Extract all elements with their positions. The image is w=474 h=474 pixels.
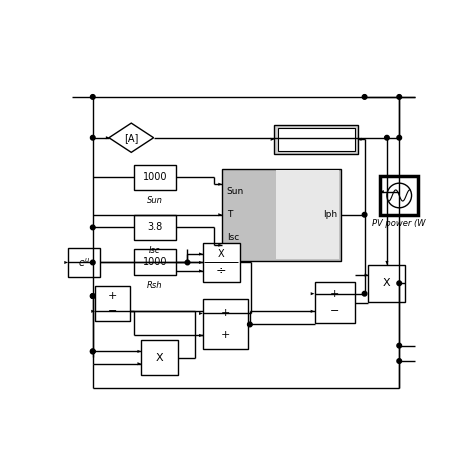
Polygon shape	[106, 136, 109, 139]
Bar	[222, 169, 341, 261]
Bar	[278, 128, 355, 151]
Circle shape	[397, 359, 401, 364]
Polygon shape	[310, 292, 315, 295]
Bar	[203, 300, 247, 349]
Polygon shape	[64, 261, 68, 264]
Text: X: X	[218, 249, 225, 259]
Text: T: T	[227, 210, 232, 219]
Circle shape	[247, 322, 252, 327]
Bar	[95, 286, 130, 321]
Text: 1000: 1000	[143, 173, 167, 182]
Bar	[315, 283, 355, 322]
Text: PV power (W: PV power (W	[373, 219, 426, 228]
Circle shape	[397, 136, 401, 140]
Polygon shape	[109, 123, 154, 152]
Bar	[380, 176, 419, 215]
Bar	[134, 249, 176, 275]
Text: −: −	[108, 306, 117, 316]
Text: Rsh: Rsh	[147, 281, 163, 290]
Polygon shape	[219, 213, 222, 216]
Text: ÷: ÷	[216, 264, 227, 277]
Text: Sun: Sun	[227, 187, 244, 196]
Polygon shape	[199, 312, 203, 315]
Text: Iph: Iph	[324, 210, 337, 219]
Text: 1000: 1000	[143, 257, 167, 267]
Circle shape	[91, 294, 95, 298]
Polygon shape	[271, 138, 274, 141]
Polygon shape	[199, 261, 203, 264]
Bar	[134, 164, 176, 190]
Polygon shape	[137, 350, 141, 353]
Circle shape	[91, 349, 95, 354]
Bar	[276, 170, 339, 259]
Polygon shape	[91, 294, 95, 298]
Polygon shape	[358, 138, 362, 141]
Polygon shape	[199, 269, 203, 273]
Circle shape	[387, 183, 411, 208]
Circle shape	[362, 212, 367, 217]
Polygon shape	[219, 244, 222, 247]
Bar	[274, 125, 358, 154]
Text: +: +	[220, 309, 230, 319]
Text: Isc: Isc	[227, 233, 239, 242]
Text: Isc: Isc	[149, 246, 161, 255]
Text: X: X	[383, 278, 391, 288]
Bar	[368, 265, 405, 302]
Circle shape	[91, 225, 95, 230]
Polygon shape	[385, 261, 389, 265]
Polygon shape	[137, 362, 141, 365]
Circle shape	[91, 260, 95, 265]
Circle shape	[397, 281, 401, 285]
Circle shape	[91, 349, 95, 354]
Bar	[203, 243, 240, 282]
Polygon shape	[365, 273, 368, 277]
Bar	[141, 340, 178, 375]
Bar	[134, 215, 176, 240]
Polygon shape	[380, 190, 384, 193]
Bar	[68, 248, 100, 277]
Text: $e^u$: $e^u$	[78, 256, 91, 269]
Polygon shape	[199, 253, 203, 255]
Text: Sun: Sun	[147, 196, 163, 205]
Circle shape	[185, 260, 190, 265]
Polygon shape	[199, 334, 203, 337]
Circle shape	[384, 136, 389, 140]
Text: 3.8: 3.8	[147, 222, 163, 232]
Circle shape	[397, 95, 401, 99]
Text: −: −	[330, 306, 339, 316]
Polygon shape	[219, 182, 222, 186]
Polygon shape	[310, 310, 315, 313]
Circle shape	[91, 136, 95, 140]
Text: X: X	[156, 353, 164, 363]
Circle shape	[362, 95, 367, 99]
Circle shape	[397, 343, 401, 348]
Circle shape	[362, 292, 367, 296]
Circle shape	[91, 294, 95, 298]
Text: [A]: [A]	[124, 133, 138, 143]
Circle shape	[91, 95, 95, 99]
Text: +: +	[220, 330, 230, 340]
Text: +: +	[108, 291, 117, 301]
Polygon shape	[91, 310, 95, 313]
Text: +: +	[330, 289, 339, 299]
